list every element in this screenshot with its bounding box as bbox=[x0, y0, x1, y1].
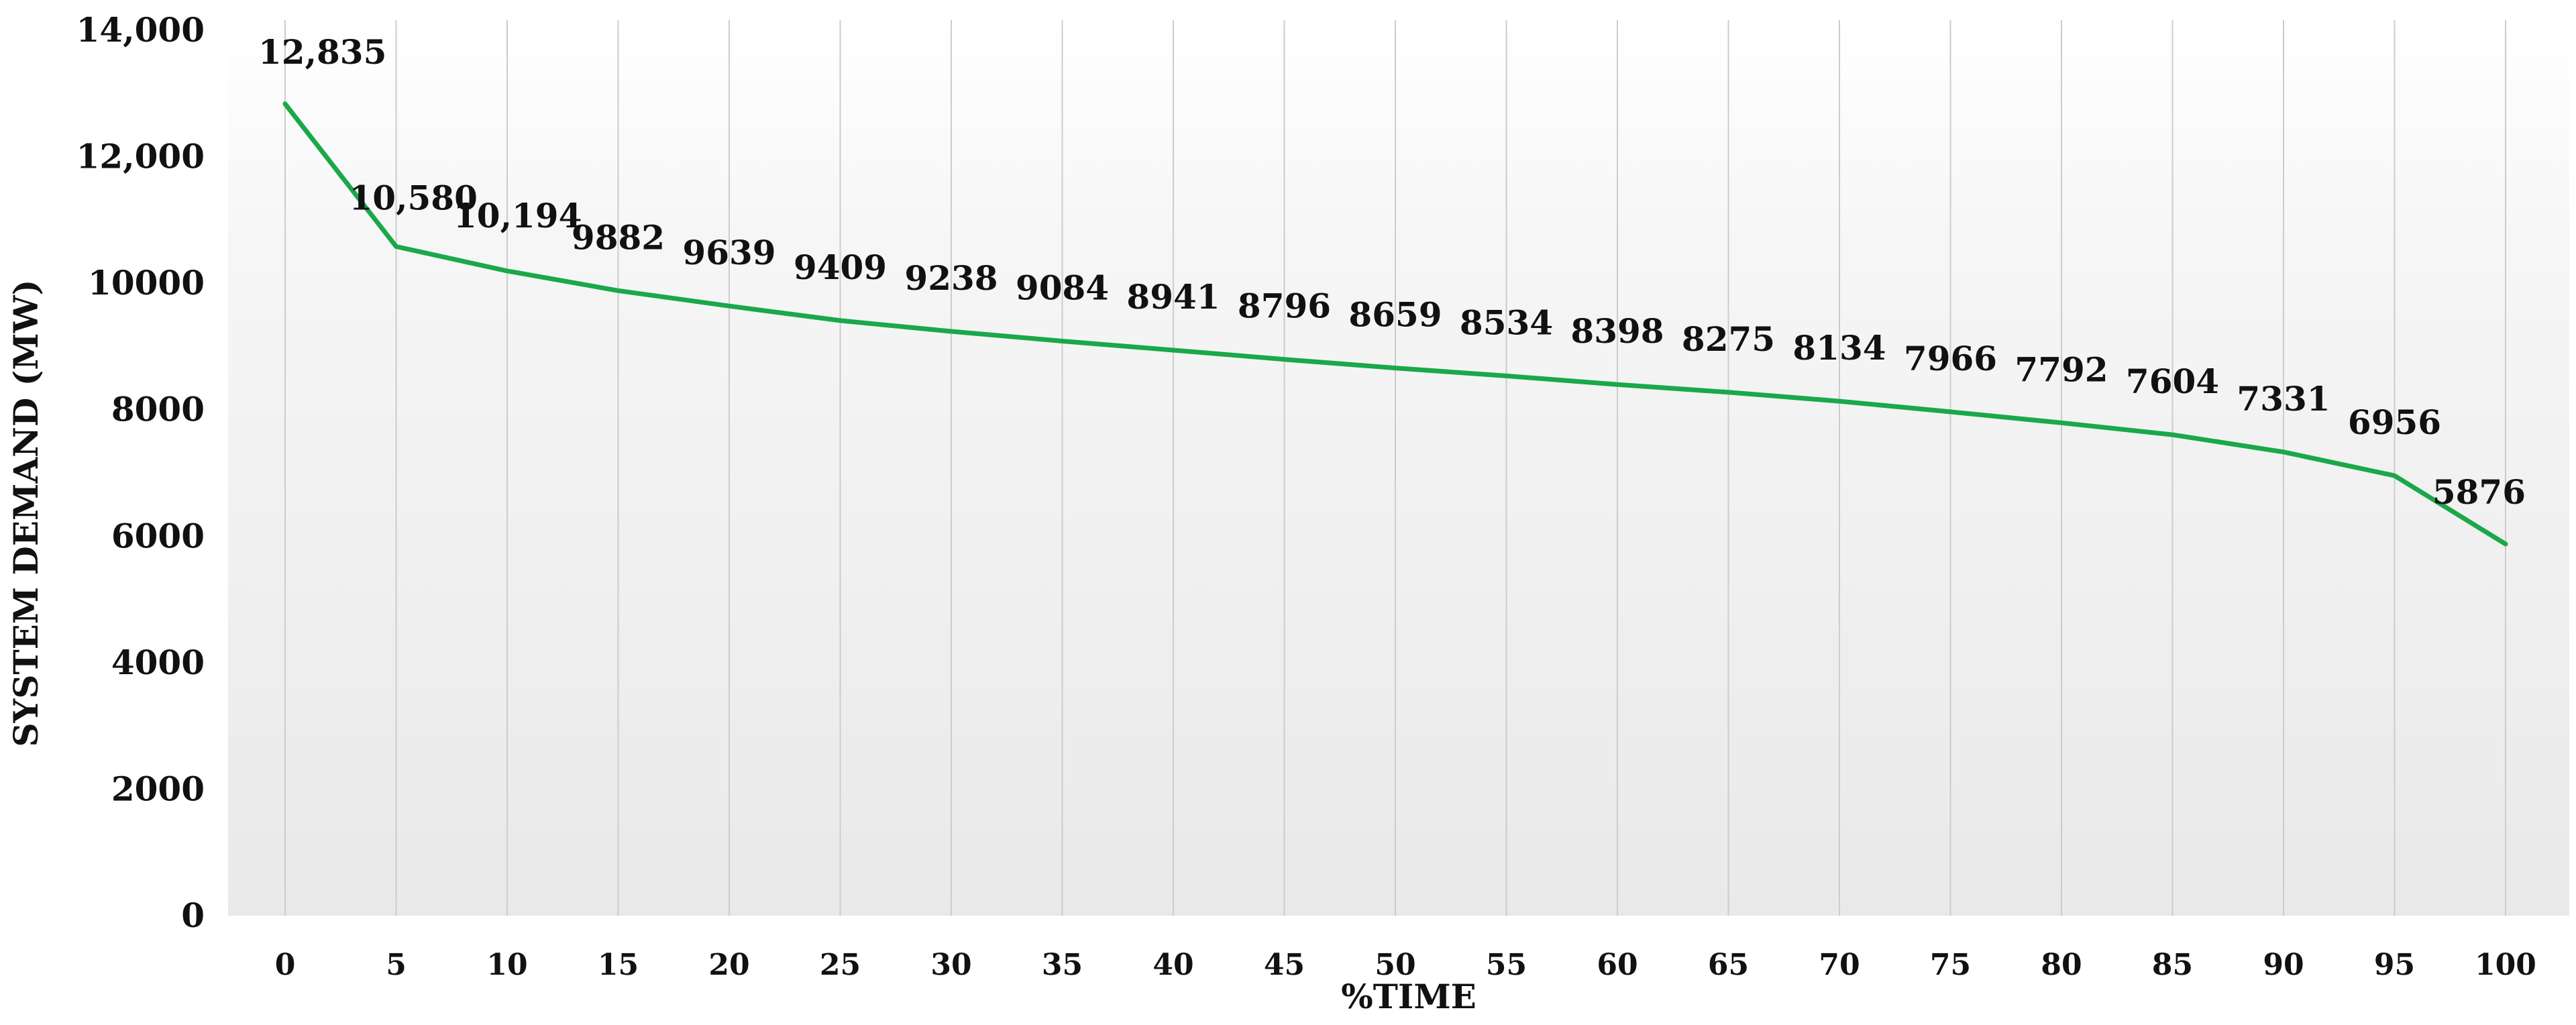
x-tick-label: 75 bbox=[1930, 948, 1971, 982]
x-tick-label: 85 bbox=[2152, 948, 2193, 982]
data-label: 8659 bbox=[1348, 295, 1442, 335]
data-label: 7331 bbox=[2237, 379, 2330, 419]
y-tick-label: 10000 bbox=[88, 263, 205, 303]
data-label: 5876 bbox=[2432, 472, 2526, 512]
data-label: 7966 bbox=[1904, 339, 1997, 378]
y-tick-label: 2000 bbox=[111, 769, 205, 808]
x-tick-label: 5 bbox=[386, 948, 407, 982]
y-tick-label: 12,000 bbox=[76, 137, 205, 176]
x-tick-label: 60 bbox=[1597, 948, 1638, 982]
x-tick-label: 40 bbox=[1152, 948, 1193, 982]
y-axis-title: SYSTEM DEMAND (MW) bbox=[6, 280, 46, 747]
y-tick-label: 4000 bbox=[111, 643, 205, 682]
data-label: 9238 bbox=[904, 258, 998, 298]
x-tick-label: 95 bbox=[2374, 948, 2415, 982]
x-tick-label: 25 bbox=[820, 948, 861, 982]
x-tick-label: 80 bbox=[2041, 948, 2082, 982]
data-label: 10,580 bbox=[350, 178, 478, 217]
x-tick-label: 10 bbox=[486, 948, 527, 982]
data-label: 10,194 bbox=[453, 196, 582, 235]
x-tick-label: 50 bbox=[1375, 948, 1415, 982]
y-tick-label: 0 bbox=[181, 896, 205, 935]
plot-background bbox=[228, 20, 2569, 916]
data-label: 7792 bbox=[2015, 349, 2108, 389]
data-label: 7604 bbox=[2126, 362, 2219, 401]
data-label: 9882 bbox=[572, 217, 665, 257]
x-tick-label: 70 bbox=[1819, 948, 1860, 982]
x-tick-label: 35 bbox=[1042, 948, 1083, 982]
x-tick-label: 65 bbox=[1708, 948, 1749, 982]
y-tick-label: 14,000 bbox=[76, 10, 205, 50]
data-label: 9409 bbox=[794, 248, 887, 287]
x-tick-label: 45 bbox=[1264, 948, 1305, 982]
y-tick-label: 6000 bbox=[111, 516, 205, 555]
data-label: 12,835 bbox=[258, 32, 386, 72]
x-tick-label: 0 bbox=[275, 948, 296, 982]
y-tick-label: 8000 bbox=[111, 390, 205, 429]
x-tick-label: 55 bbox=[1486, 948, 1527, 982]
data-label: 8941 bbox=[1126, 277, 1220, 317]
data-label: 8134 bbox=[1792, 328, 1886, 368]
x-axis-title: %TIME bbox=[1341, 977, 1477, 1016]
data-label: 8796 bbox=[1238, 286, 1331, 326]
series-line bbox=[282, 101, 2508, 547]
data-label: 6956 bbox=[2348, 402, 2441, 442]
x-tick-label: 15 bbox=[598, 948, 639, 982]
x-tick-label: 30 bbox=[930, 948, 971, 982]
y-axis-ticks: 0 2000 4000 6000 8000 10000 12,000 14,000 bbox=[76, 10, 205, 935]
data-label: 8398 bbox=[1570, 311, 1664, 351]
x-axis-ticks: 0 5 10 15 20 25 30 35 40 45 50 55 60 65 70 75 80 85 90 95 10… bbox=[275, 948, 2536, 982]
x-tick-label: 100 bbox=[2475, 948, 2536, 982]
data-label: 8275 bbox=[1682, 319, 1775, 359]
x-tick-label: 90 bbox=[2263, 948, 2304, 982]
data-label: 9084 bbox=[1016, 268, 1109, 308]
data-label: 9639 bbox=[682, 233, 775, 272]
vertical-gridlines bbox=[284, 20, 2506, 916]
data-label: 8534 bbox=[1460, 303, 1553, 342]
x-tick-label: 20 bbox=[708, 948, 749, 982]
